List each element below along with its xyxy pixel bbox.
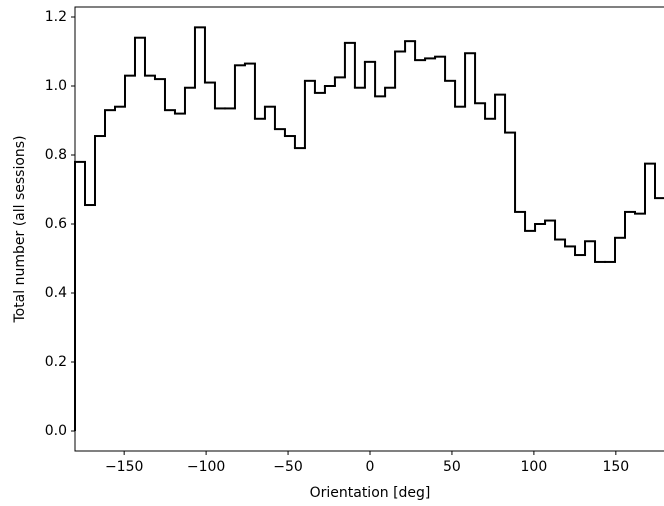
y-tick-label: 0.0 [45, 423, 67, 439]
y-tick-label: 1.0 [45, 78, 67, 94]
x-tick-label: 100 [521, 459, 548, 475]
y-tick-label: 0.4 [45, 285, 67, 301]
x-tick-label: −150 [105, 459, 143, 475]
x-tick-label: 150 [602, 459, 629, 475]
x-tick-label: 0 [366, 459, 375, 475]
x-tick-label: −50 [273, 459, 303, 475]
y-tick-label: 1.2 [45, 9, 67, 25]
y-tick-label: 0.2 [45, 354, 67, 370]
y-axis-label: Total number (all sessions) [12, 135, 28, 323]
x-axis-label: Orientation [deg] [310, 485, 431, 501]
y-tick-label: 0.6 [45, 216, 67, 232]
x-tick-label: −100 [187, 459, 225, 475]
x-tick-label: 50 [443, 459, 461, 475]
y-tick-label: 0.8 [45, 147, 67, 163]
plot-frame [74, 6, 664, 452]
